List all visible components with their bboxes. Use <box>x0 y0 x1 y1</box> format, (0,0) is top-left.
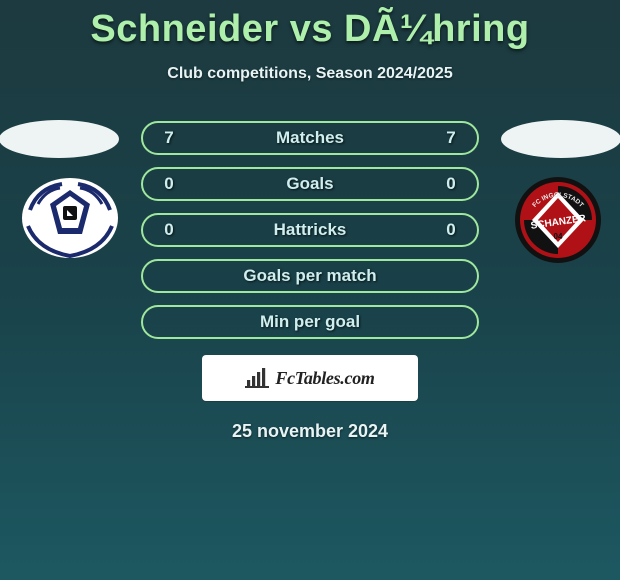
subtitle: Club competitions, Season 2024/2025 <box>0 65 620 83</box>
player-photo-left <box>0 120 119 158</box>
stat-row-min-per-goal: Min per goal <box>141 305 479 339</box>
stat-row-matches: 7 Matches 7 <box>141 121 479 155</box>
svg-text:04: 04 <box>554 232 563 241</box>
stat-value-left: 0 <box>161 174 177 194</box>
stat-value-right: 0 <box>443 174 459 194</box>
stat-row-goals: 0 Goals 0 <box>141 167 479 201</box>
player-photo-right <box>501 120 620 158</box>
stat-value-left: 0 <box>161 220 177 240</box>
page-title: Schneider vs DÃ¼hring <box>0 0 620 51</box>
bar-chart-icon <box>245 368 269 388</box>
stat-label: Goals <box>177 174 443 194</box>
stat-label: Matches <box>177 128 443 148</box>
stat-label: Min per goal <box>161 312 459 332</box>
brand-watermark[interactable]: FcTables.com <box>202 355 418 401</box>
stat-label: Goals per match <box>161 266 459 286</box>
stat-value-right: 7 <box>443 128 459 148</box>
stat-value-left: 7 <box>161 128 177 148</box>
stat-value-right: 0 <box>443 220 459 240</box>
stat-row-hattricks: 0 Hattricks 0 <box>141 213 479 247</box>
stat-row-goals-per-match: Goals per match <box>141 259 479 293</box>
club-badge-right: SCHANZER 04 FC INGOLSTADT <box>514 176 602 264</box>
stat-label: Hattricks <box>177 220 443 240</box>
club-badge-left <box>20 176 120 260</box>
date-label: 25 november 2024 <box>0 421 620 442</box>
brand-text: FcTables.com <box>275 368 374 389</box>
